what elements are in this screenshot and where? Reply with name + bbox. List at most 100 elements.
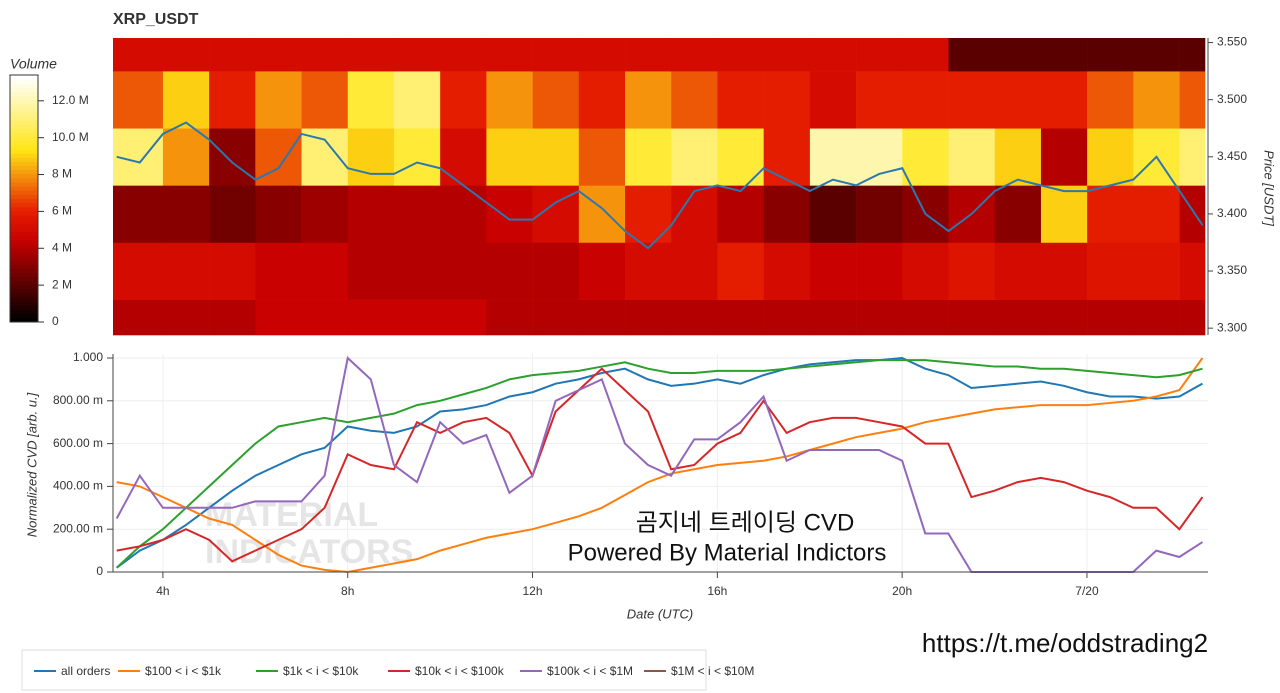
- heat-cell: [255, 38, 302, 72]
- heat-cell: [113, 242, 164, 300]
- colorbar-segment: [10, 132, 38, 138]
- colorbar-segment: [10, 268, 38, 274]
- heat-cell: [347, 299, 395, 336]
- colorbar-segment: [10, 75, 38, 80]
- colorbar-segment: [10, 219, 38, 224]
- heat-cell: [113, 71, 164, 129]
- colorbar-segment: [10, 210, 38, 216]
- heat-cell: [994, 71, 1042, 129]
- colorbar-tick-label: 0: [52, 314, 59, 328]
- heat-cell: [209, 71, 256, 129]
- x-tick-label: 7/20: [1075, 584, 1099, 598]
- heat-cell: [902, 128, 949, 186]
- heat-cell: [347, 128, 395, 186]
- colorbar-segment: [10, 317, 38, 323]
- heat-cell: [1040, 71, 1088, 129]
- heat-cell: [809, 185, 857, 243]
- heat-cell: [1087, 185, 1134, 243]
- heat-cell: [1179, 38, 1206, 72]
- heat-cell: [1133, 242, 1180, 300]
- heat-cell: [486, 242, 533, 300]
- heat-cell: [902, 299, 949, 336]
- colorbar-segment: [10, 103, 38, 109]
- heat-cell: [994, 242, 1042, 300]
- heat-cell: [113, 185, 164, 243]
- colorbar-tick-label: 6 M: [52, 204, 72, 218]
- heat-cell: [113, 299, 164, 336]
- heat-cell: [1040, 299, 1088, 336]
- heat-cell: [948, 128, 996, 186]
- heat-cell: [578, 128, 626, 186]
- heat-cell: [809, 128, 857, 186]
- annotation: 곰지네 트레이딩 CVD: [636, 509, 855, 536]
- heat-cell: [209, 38, 256, 72]
- heat-cell: [902, 242, 949, 300]
- heat-cell: [393, 185, 441, 243]
- colorbar-segment: [10, 256, 38, 261]
- heat-cell: [625, 71, 672, 129]
- heat-cell: [486, 185, 533, 243]
- heat-cell: [1040, 185, 1088, 243]
- heat-cell: [717, 38, 764, 72]
- y-tick-label: 800.00 m: [53, 393, 103, 407]
- y-tick-label: 3.500: [1217, 92, 1247, 106]
- heat-cell: [532, 299, 580, 336]
- heat-cell: [717, 128, 764, 186]
- colorbar-segment: [10, 206, 38, 212]
- heat-cell: [856, 71, 903, 129]
- heat-cell: [809, 299, 857, 336]
- heat-cell: [717, 242, 764, 300]
- heat-cell: [532, 71, 580, 129]
- heat-cell: [162, 242, 210, 300]
- heat-cell: [162, 299, 210, 336]
- heat-cell: [1087, 242, 1134, 300]
- heat-cell: [856, 38, 903, 72]
- colorbar-segment: [10, 214, 38, 220]
- y-tick-label: 3.350: [1217, 263, 1247, 277]
- colorbar-segment: [10, 198, 38, 204]
- colorbar-title: Volume: [10, 56, 57, 72]
- heat-cell: [393, 128, 441, 186]
- legend-label: $1k < i < $10k: [283, 664, 359, 678]
- heat-cell: [671, 71, 718, 129]
- heat-cell: [763, 38, 811, 72]
- heat-cell: [1087, 71, 1134, 129]
- heat-cell: [113, 38, 164, 72]
- heat-cell: [763, 299, 811, 336]
- legend-label: $10k < i < $100k: [415, 664, 505, 678]
- heat-cell: [717, 71, 764, 129]
- heat-cell: [209, 128, 256, 186]
- heat-cell: [578, 185, 626, 243]
- heat-cell: [994, 185, 1042, 243]
- x-tick-label: 16h: [707, 584, 727, 598]
- legend-label: $100 < i < $1k: [145, 664, 222, 678]
- colorbar-segment: [10, 239, 38, 245]
- heat-cell: [1179, 299, 1206, 336]
- heat-cell: [393, 242, 441, 300]
- heat-cell: [347, 71, 395, 129]
- heat-cell: [1040, 38, 1088, 72]
- y-tick-label: 400.00 m: [53, 479, 103, 493]
- colorbar-segment: [10, 293, 38, 298]
- heat-cell: [948, 299, 996, 336]
- heat-cell: [994, 299, 1042, 336]
- colorbar-segment: [10, 153, 38, 158]
- series-line: [116, 357, 1204, 574]
- heat-cell: [578, 242, 626, 300]
- heat-cell: [347, 185, 395, 243]
- colorbar-segment: [10, 128, 38, 134]
- heat-cell: [486, 299, 533, 336]
- colorbar-segment: [10, 169, 38, 175]
- heat-cell: [625, 185, 672, 243]
- heat-cell: [301, 185, 349, 243]
- colorbar-segment: [10, 289, 38, 294]
- heat-cell: [1133, 299, 1180, 336]
- link: https://t.me/oddstrading2: [922, 628, 1208, 658]
- y-axis-label: Price [USDT]: [1262, 150, 1277, 226]
- heat-cell: [717, 185, 764, 243]
- x-tick-label: 4h: [156, 584, 169, 598]
- colorbar-segment: [10, 260, 38, 265]
- colorbar-segment: [10, 235, 38, 241]
- heat-cell: [486, 128, 533, 186]
- colorbar-segment: [10, 186, 38, 191]
